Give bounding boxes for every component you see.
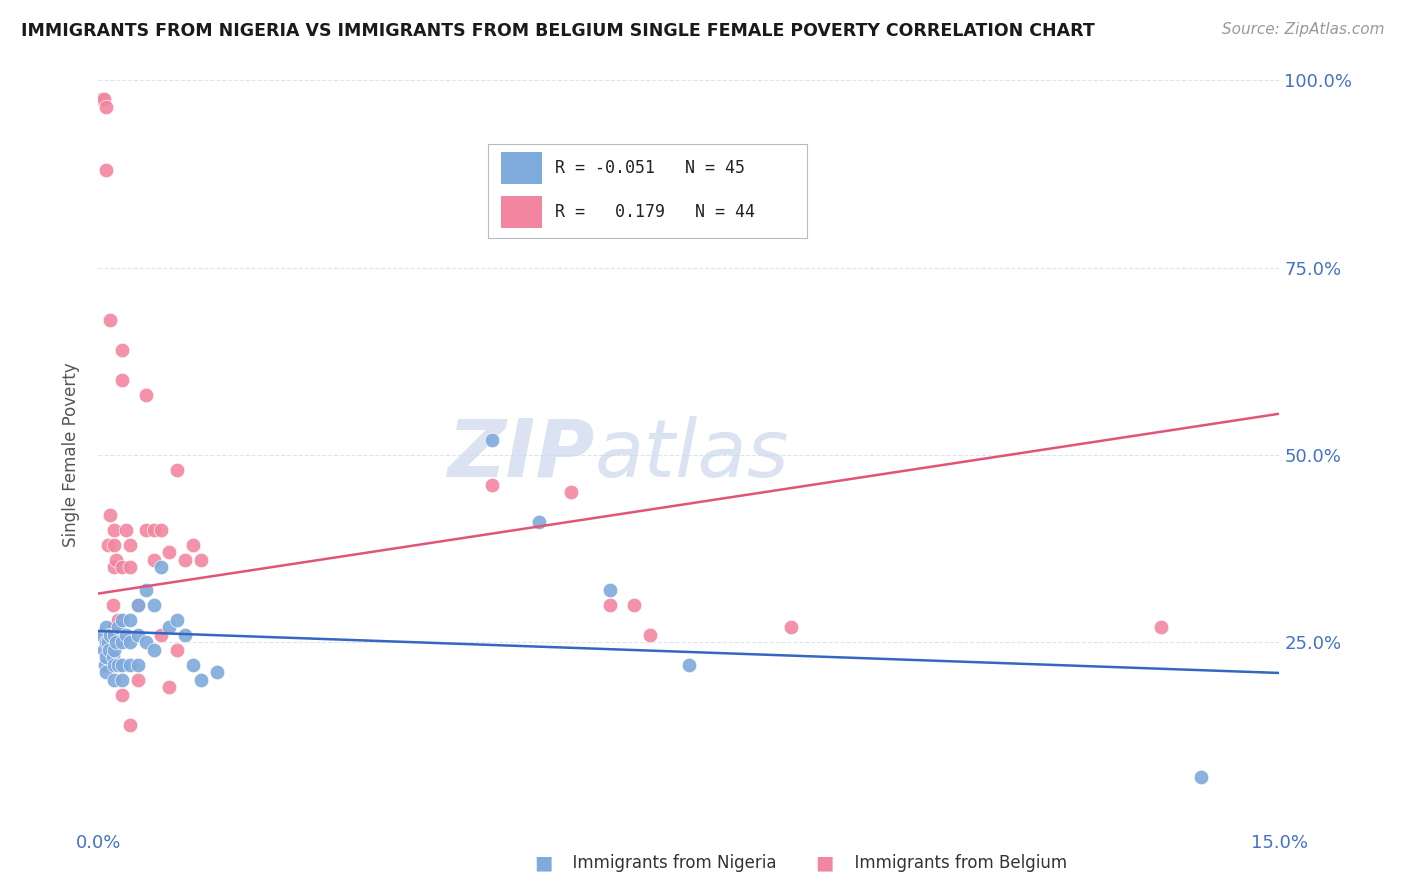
- Point: [103, 642, 125, 657]
- Point: [96, 163, 118, 178]
- Point: [111, 688, 134, 702]
- Text: Source: ZipAtlas.com: Source: ZipAtlas.com: [1222, 22, 1385, 37]
- Point: [111, 673, 134, 687]
- Text: Immigrants from Nigeria: Immigrants from Nigeria: [562, 855, 778, 872]
- Point: [142, 642, 165, 657]
- Text: Immigrants from Belgium: Immigrants from Belgium: [844, 855, 1067, 872]
- Point: [181, 657, 204, 672]
- Point: [529, 516, 551, 530]
- Point: [142, 523, 165, 537]
- Point: [103, 538, 125, 552]
- Point: [166, 463, 188, 477]
- Point: [115, 628, 138, 642]
- Point: [104, 553, 127, 567]
- Point: [150, 628, 173, 642]
- Point: [98, 508, 121, 522]
- Point: [118, 657, 141, 672]
- Y-axis label: Single Female Poverty: Single Female Poverty: [62, 363, 80, 547]
- Point: [1189, 770, 1212, 784]
- Point: [599, 582, 621, 597]
- Point: [98, 628, 121, 642]
- Point: [97, 642, 120, 657]
- Point: [103, 560, 125, 574]
- Point: [780, 620, 803, 634]
- Point: [599, 598, 621, 612]
- Point: [166, 642, 188, 657]
- Point: [181, 538, 204, 552]
- Point: [174, 553, 197, 567]
- Point: [135, 635, 157, 649]
- Point: [104, 635, 127, 649]
- Point: [115, 523, 138, 537]
- Point: [111, 560, 134, 574]
- Point: [101, 650, 124, 665]
- Point: [107, 620, 129, 634]
- Point: [98, 313, 121, 327]
- Point: [103, 523, 125, 537]
- Point: [560, 485, 582, 500]
- Point: [97, 538, 120, 552]
- Point: [150, 560, 173, 574]
- Point: [101, 598, 124, 612]
- Point: [96, 620, 118, 634]
- Point: [135, 582, 157, 597]
- Point: [111, 373, 134, 387]
- Point: [97, 635, 120, 649]
- Point: [96, 635, 118, 649]
- Point: [174, 628, 197, 642]
- Point: [157, 620, 180, 634]
- Point: [93, 642, 115, 657]
- Point: [118, 538, 141, 552]
- Text: ■: ■: [815, 854, 834, 872]
- Point: [118, 560, 141, 574]
- Text: ■: ■: [534, 854, 553, 872]
- Point: [91, 628, 114, 642]
- Point: [127, 598, 149, 612]
- Point: [118, 613, 141, 627]
- Point: [205, 665, 228, 680]
- Point: [93, 92, 115, 106]
- Point: [481, 478, 503, 492]
- Point: [96, 650, 118, 665]
- Point: [127, 657, 149, 672]
- Text: ZIP: ZIP: [447, 416, 595, 494]
- Point: [638, 628, 661, 642]
- Point: [118, 635, 141, 649]
- Point: [135, 388, 157, 402]
- Point: [96, 99, 118, 113]
- Point: [107, 613, 129, 627]
- Point: [623, 598, 645, 612]
- Point: [107, 657, 129, 672]
- Point: [127, 628, 149, 642]
- Point: [103, 628, 125, 642]
- Point: [127, 598, 149, 612]
- Point: [111, 343, 134, 357]
- Point: [91, 92, 114, 106]
- Point: [157, 680, 180, 694]
- Point: [157, 545, 180, 559]
- Point: [166, 613, 188, 627]
- Point: [103, 620, 125, 634]
- Point: [190, 673, 212, 687]
- Point: [678, 657, 700, 672]
- Point: [135, 523, 157, 537]
- Point: [150, 523, 173, 537]
- Point: [103, 657, 125, 672]
- Point: [111, 657, 134, 672]
- Point: [127, 673, 149, 687]
- Text: IMMIGRANTS FROM NIGERIA VS IMMIGRANTS FROM BELGIUM SINGLE FEMALE POVERTY CORRELA: IMMIGRANTS FROM NIGERIA VS IMMIGRANTS FR…: [21, 22, 1095, 40]
- Point: [190, 553, 212, 567]
- Point: [1150, 620, 1173, 634]
- Text: atlas: atlas: [595, 416, 789, 494]
- Point: [111, 635, 134, 649]
- Point: [93, 657, 115, 672]
- Point: [481, 433, 503, 447]
- Point: [103, 673, 125, 687]
- Point: [142, 553, 165, 567]
- Point: [142, 598, 165, 612]
- Point: [96, 665, 118, 680]
- Point: [118, 717, 141, 731]
- Point: [111, 613, 134, 627]
